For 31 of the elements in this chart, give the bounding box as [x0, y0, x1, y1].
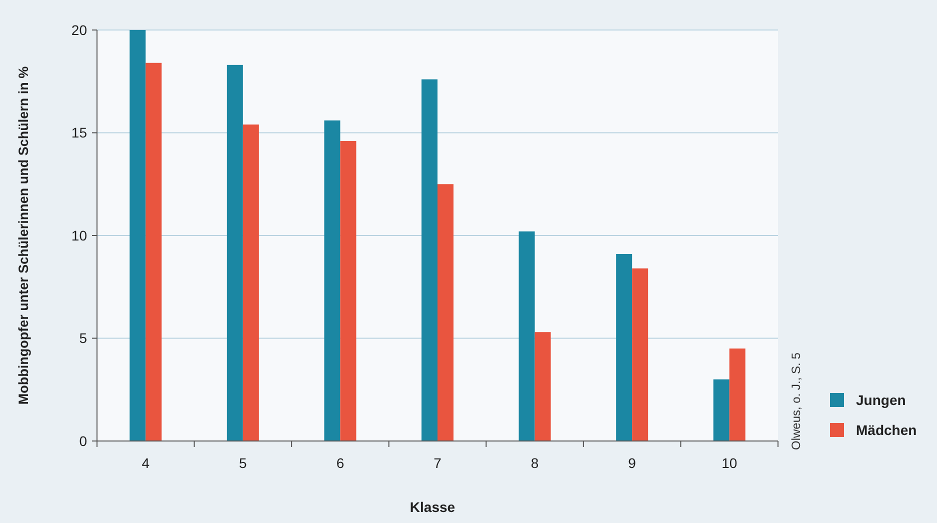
x-axis-title: Klasse	[410, 499, 456, 515]
legend-label: Mädchen	[856, 422, 917, 438]
y-tick-label: 10	[71, 227, 88, 244]
y-tick-label: 20	[71, 22, 88, 38]
bar	[729, 348, 746, 441]
bar	[340, 140, 356, 441]
bar	[226, 64, 243, 441]
legend-label: Jungen	[856, 392, 906, 408]
bar	[242, 124, 259, 441]
y-tick-label: 5	[79, 330, 88, 346]
x-tick-label: 8	[530, 455, 539, 471]
bar	[518, 231, 535, 441]
bar	[438, 184, 454, 441]
text: Olweus, o. J., S. 5	[789, 352, 803, 450]
x-tick-label: 10	[722, 455, 738, 471]
y-axis-title: Mobbingopfer unter Schülerinnen und Schülern in %	[16, 66, 31, 405]
x-tick-label: 7	[434, 455, 442, 471]
bar	[534, 332, 551, 441]
x-tick-label: 5	[239, 455, 248, 471]
y-tick-label: 15	[71, 124, 88, 141]
bar	[713, 379, 730, 441]
bar	[422, 79, 438, 441]
bar	[632, 268, 648, 441]
bar	[146, 62, 162, 441]
x-tick-label: 6	[336, 455, 344, 471]
bar	[324, 120, 340, 441]
x-tick-label: 9	[628, 455, 636, 471]
bar	[616, 254, 632, 441]
bar	[130, 30, 146, 441]
x-tick-label: 4	[142, 455, 150, 471]
y-tick-label: 0	[79, 432, 88, 449]
